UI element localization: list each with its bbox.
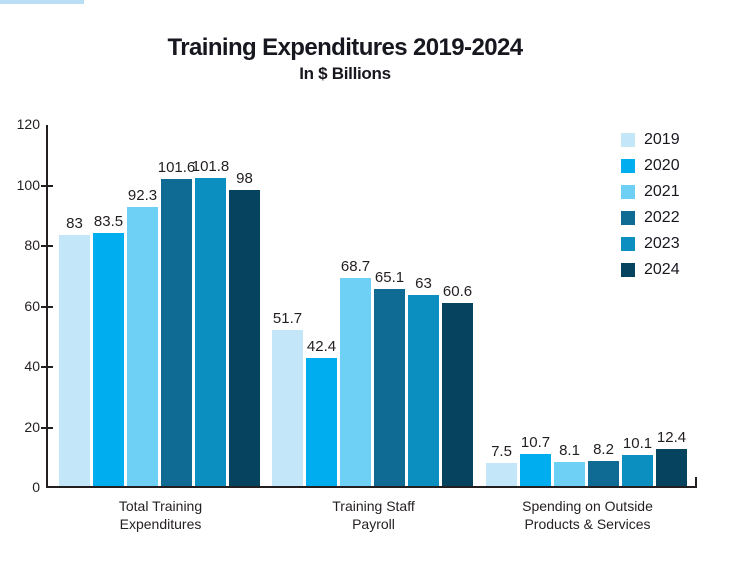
bar-column-2024: 60.6 (442, 282, 473, 486)
bar-column-2019: 7.5 (486, 444, 517, 486)
bar-value-label: 98 (236, 169, 253, 187)
legend-label: 2021 (644, 183, 680, 200)
y-tick-mark (41, 245, 53, 247)
x-category-label: Spending on Outside Products & Services (522, 498, 653, 532)
bar-column-2020: 10.7 (520, 433, 551, 486)
bar-value-label: 83 (66, 214, 83, 232)
bar-column-2021: 68.7 (340, 259, 371, 486)
y-tick-label: 40 (24, 358, 40, 374)
bar-column-2019: 83 (59, 214, 90, 486)
bar-2021 (340, 278, 371, 486)
bar-group: 83 83.5 92.3 101.6 101.8 98 (59, 159, 262, 486)
y-tick-mark (41, 426, 53, 429)
bar-group: 51.7 42.4 68.7 65.1 63 60.6 (272, 259, 475, 486)
legend-swatch (621, 237, 635, 251)
bar-2022 (161, 178, 192, 486)
bar-column-2021: 92.3 (127, 186, 158, 486)
bar-2019 (59, 234, 90, 486)
bar-value-label: 8.1 (559, 441, 580, 459)
chart-title: Training Expenditures 2019-2024 (167, 34, 523, 61)
y-tick-label: 100 (16, 176, 40, 193)
legend: 2019 2020 2021 2022 2023 2024 (621, 131, 680, 287)
bar-value-label: 92.3 (127, 186, 158, 204)
bar-column-2024: 98 (229, 169, 260, 486)
bar-value-label: 8.2 (593, 441, 614, 459)
bar-value-label: 68.7 (340, 258, 371, 276)
top-accent-strip (0, 0, 84, 4)
legend-item-2023: 2023 (621, 235, 680, 253)
bar-column-2023: 10.1 (622, 436, 653, 486)
bar-group: 7.5 10.7 8.1 8.2 10.1 12.4 (486, 428, 689, 486)
bar-2023 (622, 455, 653, 486)
bar-column-2023: 63 (408, 276, 439, 486)
bar-2023 (408, 295, 439, 486)
y-tick-mark (41, 184, 53, 187)
y-tick-label: 80 (24, 237, 40, 253)
bar-2022 (588, 461, 619, 486)
bar-2023 (195, 178, 226, 486)
plot-area: 0 20 40 60 80 100 120 83 83.5 92.3 101.6 101.8 98 51.… (17, 117, 697, 495)
bar-column-2021: 8.1 (554, 441, 585, 486)
bar-value-label: 65.1 (374, 269, 405, 287)
bar-2021 (554, 461, 585, 486)
bar-2022 (374, 289, 405, 486)
bar-column-2023: 101.8 (192, 159, 229, 486)
bar-value-label: 60.6 (442, 282, 473, 300)
legend-swatch (621, 159, 635, 173)
x-category-label: Total Training Expenditures (118, 498, 203, 532)
legend-label: 2019 (644, 131, 680, 148)
x-category-label: Training Staff Payroll (332, 498, 415, 532)
chart-subtitle: In $ Billions (299, 64, 391, 83)
bar-2019 (486, 463, 517, 486)
bar-value-label: 12.4 (656, 428, 687, 446)
legend-item-2020: 2020 (621, 157, 680, 175)
legend-item-2021: 2021 (621, 183, 680, 201)
y-tick-mark (41, 305, 53, 308)
legend-item-2024: 2024 (621, 261, 680, 279)
bar-2021 (127, 206, 158, 486)
bar-value-label: 83.5 (93, 213, 124, 231)
legend-label: 2023 (644, 235, 680, 252)
y-tick-label: 60 (24, 297, 40, 314)
legend-item-2019: 2019 (621, 131, 680, 149)
bar-2024 (442, 302, 473, 486)
x-axis-line (46, 486, 697, 488)
legend-label: 2024 (644, 261, 680, 278)
bar-column-2020: 42.4 (306, 337, 337, 486)
y-tick-label: 0 (32, 479, 40, 495)
legend-swatch (621, 185, 635, 199)
bar-2020 (93, 233, 124, 486)
bar-value-label: 63 (415, 275, 432, 293)
bar-2019 (272, 329, 303, 486)
bar-value-label: 42.4 (306, 337, 337, 355)
legend-label: 2022 (644, 209, 680, 226)
bar-value-label: 10.1 (622, 435, 653, 453)
bar-value-label: 101.6 (157, 158, 196, 176)
legend-label: 2020 (644, 157, 680, 174)
bar-column-2022: 101.6 (158, 159, 195, 486)
bar-value-label: 10.7 (520, 433, 551, 451)
y-tick-label: 20 (24, 418, 40, 435)
bar-column-2022: 65.1 (374, 270, 405, 486)
y-tick-mark (41, 366, 53, 368)
bar-2020 (520, 453, 551, 486)
bar-value-label: 7.5 (491, 443, 512, 461)
bar-2024 (229, 189, 260, 486)
bar-column-2020: 83.5 (93, 214, 124, 486)
y-tick-label: 120 (16, 116, 40, 132)
bar-value-label: 51.7 (272, 309, 303, 327)
bar-2024 (656, 448, 687, 486)
legend-swatch (621, 263, 635, 277)
legend-swatch (621, 211, 635, 225)
bar-column-2019: 51.7 (272, 309, 303, 486)
bar-2020 (306, 357, 337, 486)
bar-value-label: 101.8 (191, 158, 230, 176)
bar-column-2022: 8.2 (588, 442, 619, 486)
legend-swatch (621, 133, 635, 147)
bar-column-2024: 12.4 (656, 428, 687, 486)
x-axis-end-tick (695, 477, 697, 488)
legend-item-2022: 2022 (621, 209, 680, 227)
